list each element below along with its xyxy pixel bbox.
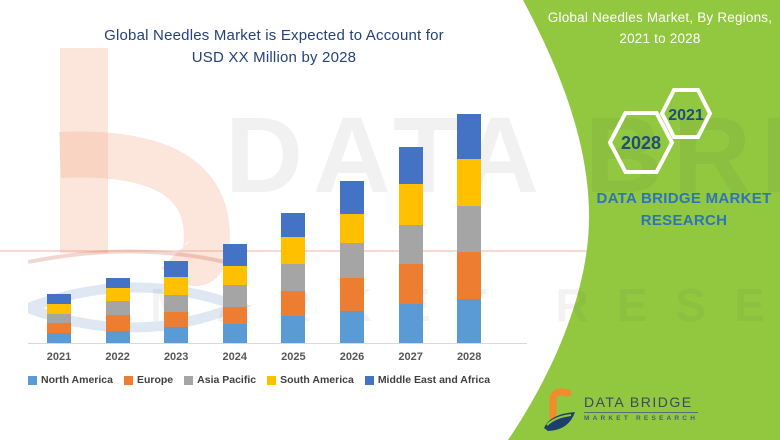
bar-segment-middle-east-and-africa [398, 147, 423, 184]
chart-title-line2: USD XX Million by 2028 [191, 48, 357, 66]
watermark-text-brand: DATA BRIDGE [225, 94, 780, 215]
hexagon-2021-icon [659, 88, 713, 139]
legend-swatch-icon [267, 375, 277, 385]
x-axis-tick-label: 2027 [398, 351, 423, 363]
logo-subtitle: MARKET RESEARCH [584, 415, 699, 422]
bar-segment-south-america [222, 266, 247, 285]
x-axis-line [28, 343, 527, 344]
x-axis-tick-label: 2022 [105, 351, 130, 363]
side-panel-brand-text: DATA BRIDGE MARKET RESEARCH [584, 188, 780, 232]
legend-swatch-icon [28, 375, 37, 385]
bar-segment-middle-east-and-africa [340, 181, 364, 214]
chart-legend: North America Europe Asia Pacific South Ame… [28, 374, 528, 386]
bar-segment-asia-pacific [164, 295, 189, 312]
bar-segment-europe [398, 264, 423, 304]
stacked-bar-plot: 2021 2022 2023 2024 2025 2026 2027 2028 [28, 114, 527, 363]
bar-segment-south-america [398, 184, 423, 225]
bar-segment-asia-pacific [222, 285, 247, 307]
bar-segment-middle-east-and-africa [222, 244, 247, 266]
bar-segment-europe [457, 252, 482, 299]
bar-segment-north-america [398, 304, 423, 343]
x-axis-tick-label: 2024 [222, 351, 248, 363]
bar-segment-europe [340, 278, 364, 311]
data-bridge-logo: DATA BRIDGE MARKET RESEARCH [541, 386, 699, 432]
bar-segment-europe [105, 315, 130, 331]
data-bridge-logo-icon [544, 388, 575, 431]
bar-segment-europe [164, 312, 189, 327]
x-axis-tick-label: 2026 [339, 351, 365, 363]
x-axis-tick-label: 2023 [163, 351, 189, 363]
bar-segment-asia-pacific [281, 264, 306, 291]
bar-segment-north-america [222, 324, 247, 343]
bar-segment-south-america [340, 214, 364, 243]
legend-item-middle-east-and-africa: Middle East and Africa [364, 374, 491, 386]
bar-segment-north-america [164, 327, 189, 343]
side-panel-title-line2: 2021 to 2028 [619, 30, 701, 46]
legend-swatch-icon [123, 375, 133, 385]
bar-segment-north-america [47, 333, 71, 343]
legend-label: South America [280, 374, 354, 386]
hexagon-2028-label: 2028 [621, 133, 661, 153]
chart-title-line1: Global Needles Market is Expected to Acc… [104, 27, 444, 44]
legend-swatch-icon [364, 375, 374, 385]
legend-item-south-america: South America [267, 374, 354, 386]
bar-segment-south-america [164, 277, 189, 295]
hexagon-2028-icon [607, 111, 675, 174]
legend-item-asia-pacific: Asia Pacific [184, 374, 256, 386]
bar-segment-middle-east-and-africa [47, 294, 71, 304]
bar-segment-europe [47, 323, 71, 333]
bar-segment-middle-east-and-africa [457, 114, 482, 159]
chart-title: Global Needles Market is Expected to Acc… [30, 25, 518, 69]
side-panel-brand-line2: RESEARCH [640, 211, 728, 229]
x-axis-tick-label: 2021 [46, 351, 72, 363]
bar-segment-north-america [457, 299, 482, 343]
bar-segment-europe [222, 307, 247, 324]
year-hexagons: 2028 2021 [607, 88, 713, 174]
bar-segment-europe [281, 291, 306, 316]
legend-label: Asia Pacific [197, 374, 257, 386]
legend-label: Europe [136, 374, 174, 386]
bar-segment-north-america [105, 331, 130, 343]
bar-segment-south-america [47, 304, 71, 314]
side-panel-title: Global Needles Market, By Regions, 2021 … [543, 8, 777, 50]
side-panel-brand-line1: DATA BRIDGE MARKET [596, 190, 772, 207]
bar-segment-middle-east-and-africa [164, 261, 189, 277]
bar-segment-middle-east-and-africa [105, 278, 130, 288]
legend-item-north-america: North America [28, 374, 113, 386]
bar-segment-south-america [281, 237, 306, 264]
bar-segment-middle-east-and-africa [281, 213, 306, 237]
side-panel-title-line1: Global Needles Market, By Regions, [547, 10, 773, 25]
legend-swatch-icon [184, 375, 194, 385]
bar-segment-north-america [340, 311, 364, 343]
bar-segment-asia-pacific [340, 243, 364, 278]
x-axis-tick-label: 2025 [281, 351, 306, 363]
bar-segment-asia-pacific [105, 301, 130, 315]
x-axis-tick-label: 2028 [456, 351, 482, 363]
side-panel-background [508, 0, 780, 440]
logo-name: DATA BRIDGE [584, 394, 699, 413]
bar-segment-south-america [105, 288, 130, 301]
bar-segment-north-america [281, 316, 306, 343]
bar-segment-asia-pacific [457, 206, 482, 252]
legend-label: Middle East and Africa [377, 374, 491, 386]
hexagon-2021-label: 2021 [668, 107, 704, 124]
data-bridge-logo-text: DATA BRIDGE MARKET RESEARCH [584, 386, 699, 422]
bar-segment-asia-pacific [398, 225, 423, 264]
legend-label: North America [41, 374, 113, 386]
bar-segment-south-america [457, 159, 482, 206]
bar-segment-asia-pacific [47, 314, 71, 323]
legend-item-europe: Europe [123, 374, 174, 386]
